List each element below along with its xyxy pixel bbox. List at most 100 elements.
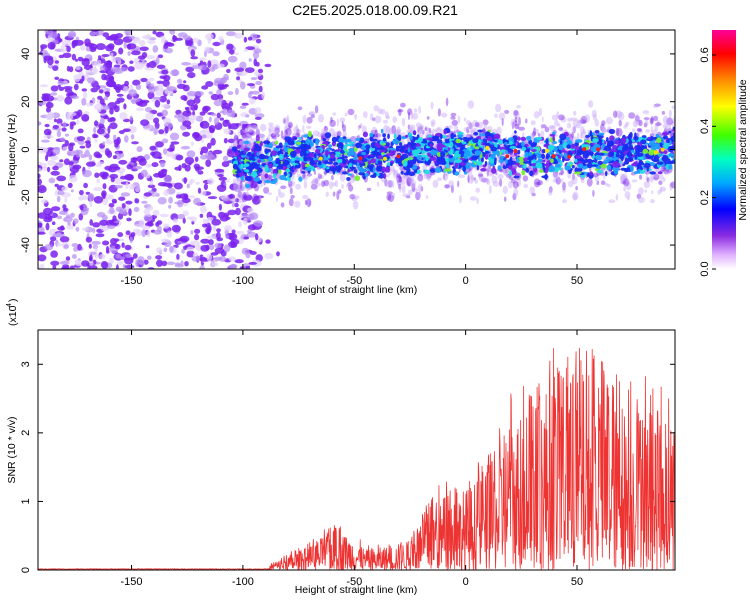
noise-blob xyxy=(57,84,61,88)
band-core-blob xyxy=(256,151,260,156)
band-halo-blob xyxy=(531,131,537,137)
noise-blob xyxy=(111,198,117,203)
band-halo-blob xyxy=(359,123,363,128)
band-core-blob xyxy=(276,164,283,170)
band-core-blob xyxy=(558,167,562,171)
hot-spot xyxy=(358,156,363,161)
band-core-blob xyxy=(298,176,303,182)
band-halo-blob xyxy=(448,125,453,129)
band-core-blob xyxy=(380,128,384,134)
noise-blob xyxy=(97,59,102,67)
band-core-blob xyxy=(308,157,314,160)
noise-blob xyxy=(252,51,260,60)
band-halo-blob xyxy=(645,129,651,133)
noise-blob xyxy=(246,83,255,87)
noise-blob xyxy=(86,77,96,84)
noise-blob xyxy=(77,243,82,251)
noise-blob xyxy=(225,234,230,240)
band-core-blob xyxy=(523,157,528,162)
band-halo-blob xyxy=(577,120,583,126)
band-core-blob xyxy=(596,155,603,161)
noise-blob xyxy=(136,107,144,112)
noise-blob xyxy=(193,97,201,104)
band-core-blob xyxy=(294,164,301,169)
noise-blob xyxy=(207,177,215,185)
noise-blob xyxy=(61,266,69,269)
band-halo-blob xyxy=(302,114,307,124)
band-core-blob xyxy=(633,136,639,141)
band-halo-blob xyxy=(538,107,543,116)
noise-blob xyxy=(99,253,106,260)
noise-blob xyxy=(110,52,114,58)
band-halo-blob xyxy=(345,184,349,188)
band-core-blob xyxy=(379,140,384,145)
noise-blob xyxy=(161,109,169,117)
band-halo-blob xyxy=(580,115,588,124)
noise-blob xyxy=(154,88,164,97)
band-halo-blob xyxy=(608,199,616,203)
band-halo-blob xyxy=(513,188,519,197)
band-halo-blob xyxy=(554,120,559,127)
band-halo-blob xyxy=(567,180,574,188)
band-halo-blob xyxy=(548,125,556,129)
band-core-blob xyxy=(484,161,488,166)
noise-blob xyxy=(63,244,69,249)
noise-blob xyxy=(56,242,62,247)
noise-blob xyxy=(121,242,125,248)
band-halo-blob xyxy=(541,123,543,130)
band-core-blob xyxy=(436,157,440,164)
band-core-blob xyxy=(509,169,512,177)
noise-blob xyxy=(89,30,96,37)
noise-blob xyxy=(38,121,42,126)
snr-scale-base: (x10 xyxy=(7,305,19,326)
band-core-blob xyxy=(528,151,532,157)
band-core-blob xyxy=(251,153,255,161)
noise-blob xyxy=(109,257,114,264)
noise-blob xyxy=(183,35,192,41)
chart-title: C2E5.2025.018.00.09.R21 xyxy=(292,2,458,18)
band-core-blob xyxy=(507,148,514,153)
band-core-blob xyxy=(496,150,500,157)
band-halo-blob xyxy=(605,116,613,125)
noise-blob xyxy=(52,65,59,71)
band-core-blob xyxy=(264,148,269,155)
noise-blob xyxy=(166,99,171,105)
noise-blob xyxy=(199,120,210,129)
band-core-blob xyxy=(428,159,432,163)
snr-scale-close: ) xyxy=(7,299,19,303)
noise-blob xyxy=(132,228,141,235)
noise-blob xyxy=(62,207,69,212)
band-halo-blob xyxy=(552,178,558,183)
band-core-blob xyxy=(509,145,517,149)
band-halo-blob xyxy=(399,185,402,193)
band-halo-blob xyxy=(332,112,337,116)
noise-blob xyxy=(81,114,90,122)
noise-blob xyxy=(157,156,163,160)
band-halo-blob xyxy=(296,129,302,134)
band-halo-blob xyxy=(644,119,649,127)
band-core-blob xyxy=(626,157,633,162)
band-core-blob xyxy=(599,139,603,143)
noise-blob xyxy=(177,213,186,220)
hot-spot xyxy=(485,145,490,150)
noise-blob xyxy=(105,36,111,40)
band-halo-blob xyxy=(348,184,354,192)
hot-spot xyxy=(396,154,401,159)
band-core-blob xyxy=(471,155,478,161)
band-halo-blob xyxy=(336,118,339,127)
noise-blob xyxy=(38,146,48,154)
noise-blob xyxy=(130,232,136,237)
noise-blob xyxy=(200,154,208,160)
band-halo-blob xyxy=(286,114,290,123)
band-core-blob xyxy=(622,145,626,152)
band-halo-blob xyxy=(522,175,529,182)
band-core-blob xyxy=(663,135,668,140)
band-core-blob xyxy=(521,146,527,151)
band-halo-blob xyxy=(631,179,638,183)
noise-blob xyxy=(132,165,143,170)
spectrogram-y-axis-label: Frequency (Hz) xyxy=(6,114,18,186)
noise-blob xyxy=(102,192,106,200)
noise-blob xyxy=(77,56,84,62)
noise-blob xyxy=(206,253,212,262)
noise-blob xyxy=(123,118,130,123)
